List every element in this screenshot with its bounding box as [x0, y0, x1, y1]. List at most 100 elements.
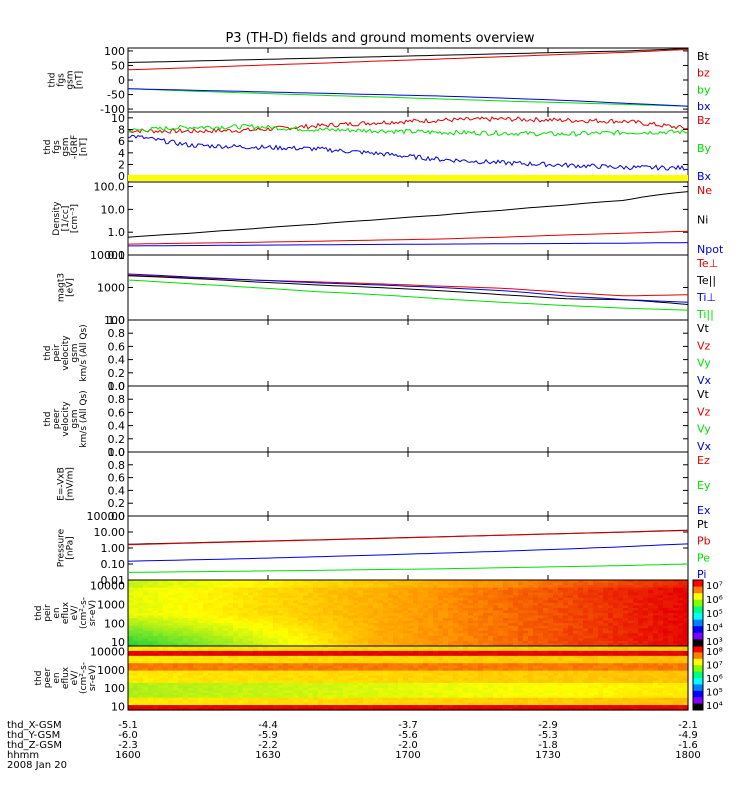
y-axis-label: [eV]: [66, 278, 76, 297]
colorbar-segment: [693, 633, 703, 640]
series-by-line: [128, 124, 688, 136]
heatmap-cells: [128, 580, 689, 647]
panel-frame: [128, 112, 688, 182]
legend-pt: Pt: [697, 518, 709, 531]
y-tick-label: 10000: [90, 580, 125, 593]
legend-ey: Ey: [697, 479, 711, 492]
panel-3: Density[1/cc][cm⁻³]100.010.01.00.1NeNiNp…: [52, 181, 724, 262]
legend-te: Te||: [696, 274, 716, 287]
legend-vy: Vy: [697, 423, 711, 436]
y-axis-label: [nT]: [75, 71, 85, 89]
series-bx-line: [128, 135, 688, 170]
colorbar-tick-label: 10⁷: [706, 581, 723, 592]
y-tick-label: 0.6: [108, 472, 126, 485]
colorbar-tick-label: 10⁶: [706, 595, 723, 606]
legend-bx: Bx: [697, 170, 712, 183]
legend-ex: Ex: [697, 504, 711, 517]
series-ne-line: [128, 231, 688, 244]
legend-vx: Vx: [697, 440, 712, 453]
series-bz-line: [128, 117, 688, 133]
y-tick-label: 0.2: [108, 367, 126, 380]
y-tick-label: 100.00: [87, 510, 126, 523]
y-tick-label: 100.0: [94, 181, 126, 194]
series-ti-line: [128, 274, 688, 302]
series-te-line: [128, 276, 688, 305]
legend-vt: Vt: [697, 388, 710, 401]
y-tick-label: 100: [104, 617, 125, 630]
y-tick-label: 0.8: [108, 393, 126, 406]
y-tick-label: 1000: [97, 282, 125, 295]
panel-frame: [128, 452, 688, 516]
series-pb-line: [128, 530, 688, 544]
legend-te: Te⊥: [696, 257, 718, 270]
legend-ne: Ne: [697, 184, 712, 197]
legend-pe: Pe: [697, 551, 710, 564]
colorbar-segment: [693, 600, 703, 607]
y-tick-label: 10.00: [94, 526, 126, 539]
colorbar-segment: [693, 587, 703, 594]
y-tick-label: 0.10: [101, 558, 126, 571]
y-tick-label: -50: [107, 89, 125, 102]
y-tick-label: 1.0: [108, 380, 126, 393]
y-tick-label: 1.0: [108, 226, 126, 239]
y-tick-label: 0: [118, 74, 125, 87]
y-axis-label: [nT]: [79, 138, 89, 156]
y-axis-label: [mV/m]: [66, 467, 76, 501]
colorbar-segment: [693, 593, 703, 600]
colorbar-segment: [693, 620, 703, 627]
y-tick-label: 10000: [90, 645, 125, 658]
y-tick-label: 1.0: [108, 446, 126, 459]
y-tick-label: 100: [104, 45, 125, 58]
y-tick-label: 0.4: [108, 420, 126, 433]
series-pe-line: [128, 564, 688, 572]
colorbar-segment: [693, 639, 703, 646]
legend-bz: Bz: [697, 114, 711, 127]
legend-pi: Pi: [697, 568, 706, 581]
y-tick-label: 0.4: [108, 484, 126, 497]
legend-vx: Vx: [697, 374, 712, 387]
quality-flag-bar: [128, 175, 688, 181]
colorbar-segment: [693, 613, 703, 620]
legend-ti: Ti||: [696, 308, 714, 321]
legend-vt: Vt: [697, 322, 710, 335]
y-tick-label: 10.0: [101, 203, 126, 216]
legend-vz: Vz: [697, 339, 711, 352]
y-tick-label: 1.0: [108, 314, 126, 327]
y-tick-label: 0.6: [108, 406, 126, 419]
legend-by: By: [697, 142, 712, 155]
legend-bz: bz: [697, 67, 710, 80]
legend-by: by: [697, 83, 711, 96]
y-tick-label: 0.6: [108, 340, 126, 353]
legend-bx: bx: [697, 100, 711, 113]
y-tick-label: 1000: [97, 664, 125, 677]
series-ni-line: [128, 192, 688, 238]
y-tick-label: 0.2: [108, 497, 126, 510]
series-by-line: [128, 89, 688, 107]
colorbar-tick-label: 10⁴: [706, 623, 723, 634]
y-tick-label: 0.8: [108, 327, 126, 340]
y-axis-label: km/s (All Qs): [79, 390, 89, 447]
panel-frame: [128, 255, 688, 320]
legend-pb: Pb: [697, 535, 711, 548]
panel-8: Pressure[nPa]100.0010.001.000.100.01PtPb…: [57, 510, 711, 587]
figure-title: P3 (TH-D) fields and ground moments over…: [225, 31, 534, 46]
y-tick-label: 1.00: [101, 542, 126, 555]
legend-npot: Npot: [697, 243, 724, 256]
y-axis-label: [nPa]: [66, 536, 76, 559]
y-tick-label: 50: [111, 59, 125, 72]
y-tick-label: 10: [111, 700, 125, 713]
legend-ti: Ti⊥: [696, 291, 716, 304]
panel-frame: [128, 386, 688, 452]
y-axis-label: [cm⁻³]: [70, 204, 80, 233]
legend-bt: Bt: [697, 50, 710, 63]
